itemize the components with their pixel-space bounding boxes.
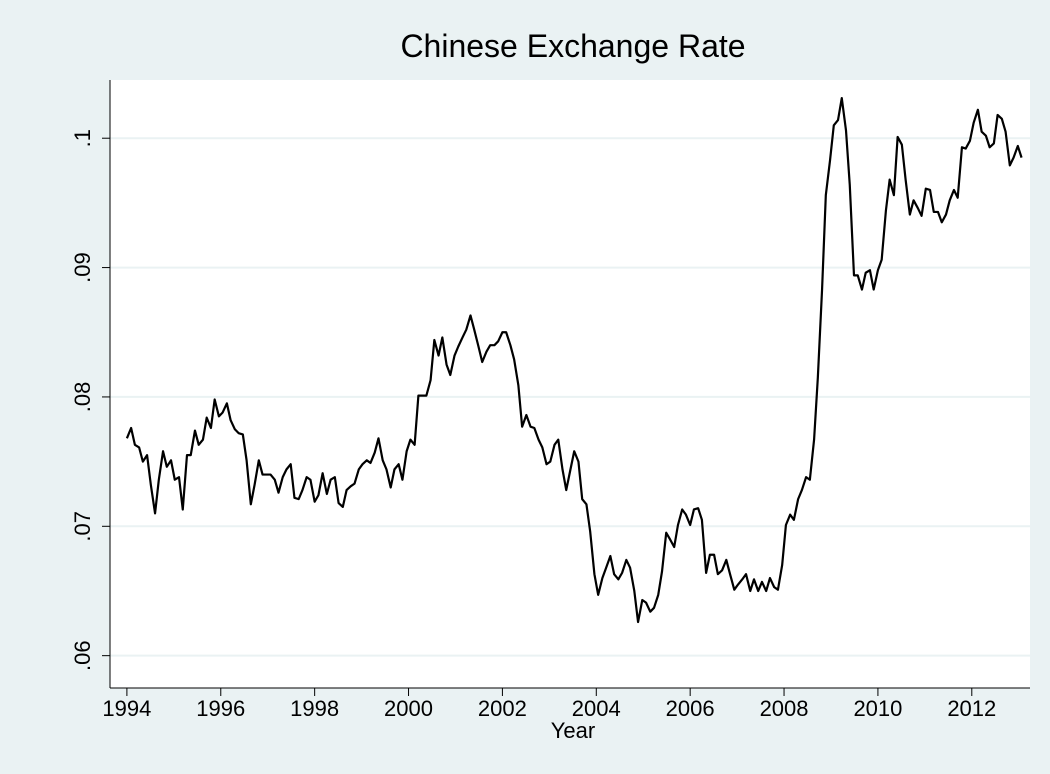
x-tick-label: 2006 bbox=[666, 696, 715, 721]
plot-area bbox=[110, 80, 1030, 688]
x-tick-label: 2002 bbox=[478, 696, 527, 721]
data-line bbox=[125, 97, 1023, 624]
x-tick-label: 1998 bbox=[290, 696, 339, 721]
x-tick-label: 1996 bbox=[196, 696, 245, 721]
x-tick-label: 2012 bbox=[947, 696, 996, 721]
x-axis-label: Year bbox=[551, 718, 595, 743]
y-tick-label: .09 bbox=[70, 252, 95, 283]
y-tick-label: .06 bbox=[70, 640, 95, 671]
x-tick-label: 2000 bbox=[384, 696, 433, 721]
chart-title: Chinese Exchange Rate bbox=[400, 28, 745, 64]
x-tick-label: 1994 bbox=[102, 696, 151, 721]
y-tick-label: .07 bbox=[70, 511, 95, 542]
y-tick-label: .1 bbox=[70, 129, 95, 147]
x-tick-label: 2004 bbox=[572, 696, 621, 721]
x-tick-label: 2010 bbox=[853, 696, 902, 721]
y-tick-label: .08 bbox=[70, 382, 95, 413]
x-tick-label: 2008 bbox=[760, 696, 809, 721]
